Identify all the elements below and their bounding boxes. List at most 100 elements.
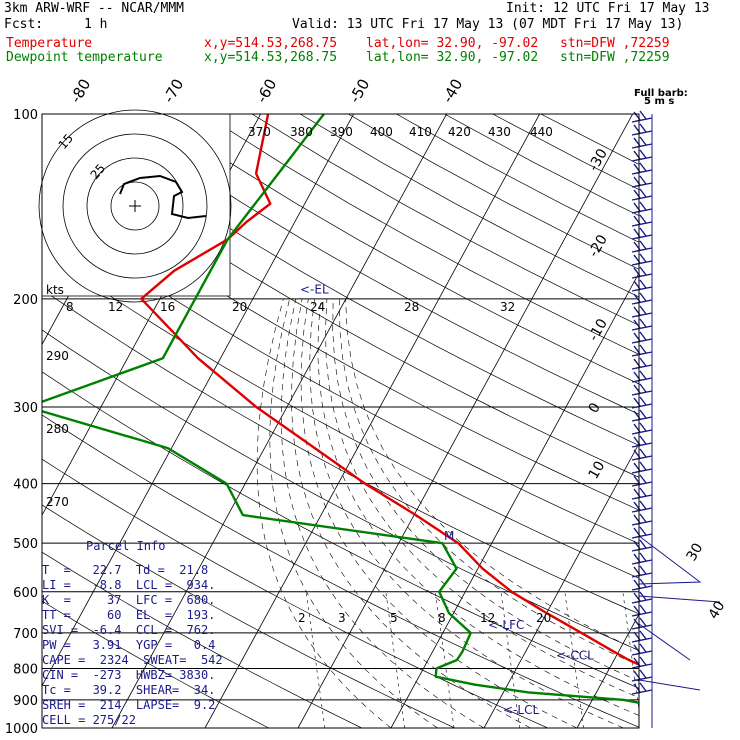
isotherm-label: 10 [586, 459, 609, 482]
wind-barb [631, 253, 653, 266]
pressure-tick-label: 900 [13, 694, 38, 709]
theta-label: 370 [248, 125, 271, 139]
pressure-tick-label: 500 [13, 537, 38, 552]
level-marker-label: <-LCL [503, 703, 539, 717]
theta-label: 430 [488, 125, 511, 139]
dry-adiabat [203, 114, 639, 355]
wind-barb [631, 604, 653, 617]
isotherm-label: -50 [346, 76, 374, 106]
wind-barb [631, 357, 653, 370]
dry-adiabat [42, 371, 639, 689]
forecast-hour: 1 h [84, 17, 108, 32]
dry-adiabat [396, 114, 639, 243]
dewpoint-station: stn=DFW ,72259 [560, 50, 670, 65]
isotherm [204, 114, 540, 728]
isotherm-label: -40 [439, 76, 467, 106]
dry-adiabat [42, 414, 639, 728]
hodograph-ring [38, 109, 232, 303]
wind-barb [631, 227, 653, 240]
parcel-info-title: Parcel Info [86, 539, 166, 553]
dewpoint-latlon: lat,lon= 32.90, -97.02 [366, 50, 539, 65]
theta-label: 440 [530, 125, 553, 139]
mixing-ratio-label: 12 [480, 611, 495, 625]
wind-barb [631, 214, 653, 227]
mixing-ratio-line [305, 591, 326, 728]
barb-guide [638, 535, 721, 691]
hodograph-speed-label: 20 [232, 300, 247, 314]
dry-adiabat [42, 458, 548, 728]
level-marker-label: <-LFC [488, 618, 524, 632]
data-layer [42, 114, 639, 704]
pressure-tick-label: 700 [13, 627, 38, 642]
wind-barb [631, 136, 653, 149]
pressure-tick-label: 400 [13, 478, 38, 493]
wind-barb [631, 591, 653, 604]
isotherm-label: -70 [160, 76, 188, 106]
mixing-ratio-label: 20 [536, 611, 551, 625]
hodograph-speed-label: 8 [66, 300, 74, 314]
moist-adiabat [325, 298, 639, 699]
isotherm-label: -20 [586, 232, 611, 260]
wind-barb [631, 188, 653, 201]
dry-adiabat [251, 114, 639, 326]
isotherm [390, 272, 639, 728]
moist-adiabat [291, 298, 531, 728]
isotherm [297, 114, 633, 728]
parcel-row: TT = 60 EL = 193. [42, 608, 216, 622]
level-marker-label: <-EL [300, 282, 329, 296]
wind-barb [631, 175, 653, 188]
dry-adiabat [42, 249, 639, 579]
barb-key-label: 5 m s [644, 96, 674, 107]
parcel-row: SREH = 214 LAPSE= 9.2 [42, 698, 216, 712]
mixing-ratio-line [500, 591, 520, 728]
wind-barb [631, 149, 653, 162]
parcel-row: Tc = 39.2 SHEAR= 34. [42, 683, 216, 697]
pressure-tick-label: 1000 [5, 722, 38, 737]
pressure-tick-label: 100 [13, 108, 38, 123]
parcel-row: PW = 3.91 YGP = 0.4 [42, 638, 216, 652]
parcel-row: LI = -8.8 LCL = 934. [42, 578, 216, 592]
theta-side-label: 270 [46, 495, 69, 509]
dry-adiabat [444, 114, 639, 217]
isotherm [42, 114, 354, 687]
wind-barb [631, 240, 653, 253]
dewpoint-profile [42, 114, 639, 704]
parcel-row: CAPE = 2324 SWEAT= 542 [42, 653, 223, 667]
temperature-legend: Temperature [6, 36, 93, 51]
wind-barb [631, 617, 653, 630]
moist-adiabat [317, 298, 639, 716]
isotherm-label: -10 [586, 316, 611, 344]
dry-adiabat [42, 210, 639, 545]
wind-barb [631, 565, 653, 578]
isotherm-label: 40 [706, 599, 729, 622]
wind-barb [631, 513, 653, 526]
theta-label: 390 [330, 125, 353, 139]
hodograph-speed-label: 16 [160, 300, 175, 314]
model-title: 3km ARW-WRF -- NCAR/MMM [4, 1, 185, 16]
wind-barb [631, 578, 653, 591]
parcel-row: K = 37 LFC = 680. [42, 593, 216, 607]
dry-adiabat [107, 114, 639, 415]
parcel-row: T = 22.7 Td = 21.8 [42, 563, 209, 577]
dry-adiabat [42, 504, 455, 728]
wind-barb [631, 396, 653, 409]
wind-barb [631, 266, 653, 279]
moist-adiabat [281, 298, 485, 728]
pressure-tick-label: 300 [13, 401, 38, 416]
wind-barb [631, 448, 653, 461]
mixing-ratio-line [622, 591, 639, 712]
mixing-ratio-label: 3 [338, 611, 346, 625]
moist-adiabat [269, 298, 438, 728]
wind-barb [631, 682, 653, 695]
dry-adiabat [42, 136, 639, 478]
wind-barb [631, 409, 653, 422]
forecast-label: Fcst: [4, 17, 44, 32]
theta-label: 410 [409, 125, 432, 139]
theta-label: 420 [448, 125, 471, 139]
wind-barb [631, 539, 653, 552]
isotherm-label: -60 [253, 76, 281, 106]
dry-adiabat [155, 114, 639, 385]
dewpoint-xy: x,y=514.53,268.75 [204, 50, 338, 65]
pressure-tick-label: 800 [13, 662, 38, 677]
hodograph-ring [110, 181, 160, 231]
